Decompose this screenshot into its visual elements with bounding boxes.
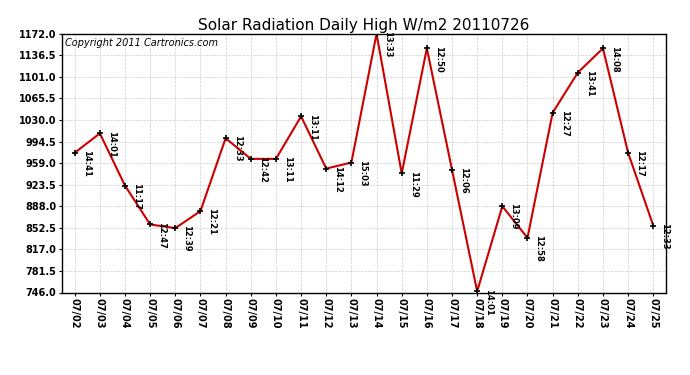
- Text: 11:29: 11:29: [408, 171, 417, 197]
- Text: 13:41: 13:41: [584, 70, 594, 97]
- Text: 14:01: 14:01: [107, 130, 116, 158]
- Text: 12:21: 12:21: [208, 209, 217, 235]
- Text: 12:50: 12:50: [434, 45, 443, 72]
- Text: 14:41: 14:41: [81, 150, 90, 177]
- Text: 12:42: 12:42: [258, 156, 267, 183]
- Text: 12:33: 12:33: [660, 223, 669, 249]
- Title: Solar Radiation Daily High W/m2 20110726: Solar Radiation Daily High W/m2 20110726: [198, 18, 530, 33]
- Text: 15:03: 15:03: [358, 160, 367, 186]
- Text: 12:27: 12:27: [560, 110, 569, 136]
- Text: 13:09: 13:09: [509, 204, 518, 230]
- Text: 14:08: 14:08: [610, 45, 619, 72]
- Text: 12:06: 12:06: [459, 167, 468, 194]
- Text: 12:17: 12:17: [635, 150, 644, 177]
- Text: 12:58: 12:58: [535, 235, 544, 262]
- Text: 11:17: 11:17: [132, 183, 141, 210]
- Text: 13:11: 13:11: [308, 114, 317, 140]
- Text: 14:12: 14:12: [333, 166, 342, 193]
- Text: 13:11: 13:11: [283, 156, 292, 183]
- Text: 13:33: 13:33: [384, 31, 393, 57]
- Text: 12:47: 12:47: [157, 222, 166, 249]
- Text: 14:01: 14:01: [484, 288, 493, 315]
- Text: Copyright 2011 Cartronics.com: Copyright 2011 Cartronics.com: [65, 38, 218, 48]
- Text: 12:33: 12:33: [233, 135, 241, 162]
- Text: 12:39: 12:39: [182, 225, 191, 252]
